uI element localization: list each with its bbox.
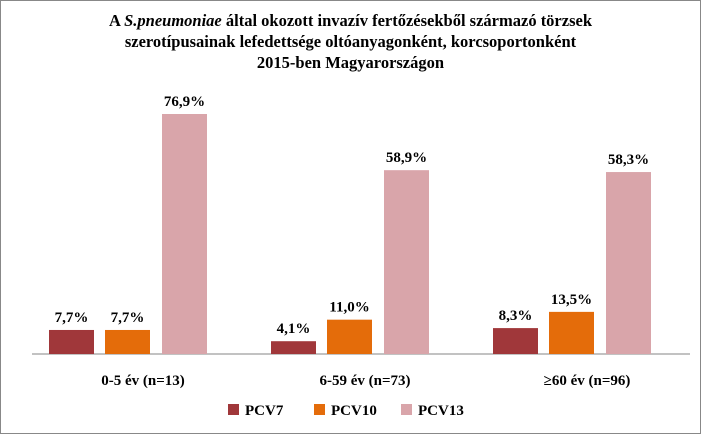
value-label-pcv7-2: 8,3% (499, 308, 533, 324)
legend-label-pcv7: PCV7 (245, 403, 284, 419)
title-species: S.pneumoniae (124, 11, 222, 30)
legend-swatch-pcv7 (228, 404, 239, 415)
bar-pcv7-0 (49, 329, 94, 354)
title-prefix: A (108, 11, 125, 30)
bar-pcv13-2 (606, 172, 651, 354)
value-label-pcv13-1: 58,9% (386, 150, 427, 166)
title-line-3: 2015-ben Magyarországon (256, 53, 445, 72)
legend: PCV7 PCV10 PCV13 (228, 403, 464, 419)
title-rest: által okozott invazív fertőzésekből szár… (221, 11, 593, 30)
bar-pcv7-1 (271, 341, 316, 354)
legend-swatch-pcv10 (314, 404, 325, 415)
value-label-pcv10-0: 7,7% (111, 310, 145, 326)
bar-pcv13-1 (384, 170, 429, 354)
legend-label-pcv13: PCV13 (418, 403, 464, 419)
legend-swatch-pcv13 (401, 404, 412, 415)
legend-label-pcv10: PCV10 (331, 403, 377, 419)
bar-pcv13-0 (162, 114, 207, 354)
value-label-pcv13-2: 58,3% (608, 152, 649, 168)
bar-pcv10-2 (549, 311, 594, 354)
bar-pcv10-1 (327, 319, 372, 354)
value-label-pcv7-1: 4,1% (277, 321, 311, 337)
title-line-2: szerotípusainak lefedettsége oltóanyagon… (124, 32, 577, 51)
title-line-1: A S.pneumoniae által okozott invazív fer… (0, 10, 701, 31)
value-labels-group: 7,7% 7,7% 76,9% 4,1% 11,0% 58,9% 8,3% 13,5% 58,3… (55, 94, 650, 337)
value-label-pcv7-0: 7,7% (55, 310, 89, 326)
category-labels-group: 0-5 év (n=13) 6-59 év (n=73) ≥60 év (n=96) (101, 373, 630, 389)
category-label-1: 6-59 év (n=73) (319, 373, 410, 389)
value-label-pcv10-1: 11,0% (329, 300, 369, 316)
value-label-pcv13-0: 76,9% (164, 94, 205, 110)
bar-pcv10-0 (105, 329, 150, 354)
bar-pcv7-2 (493, 328, 538, 354)
category-label-2: ≥60 év (n=96) (544, 373, 631, 389)
bars-group (49, 114, 651, 354)
category-label-0: 0-5 év (n=13) (101, 373, 185, 389)
value-label-pcv10-2: 13,5% (551, 292, 592, 308)
chart-title: A S.pneumoniae által okozott invazív fer… (0, 10, 701, 73)
